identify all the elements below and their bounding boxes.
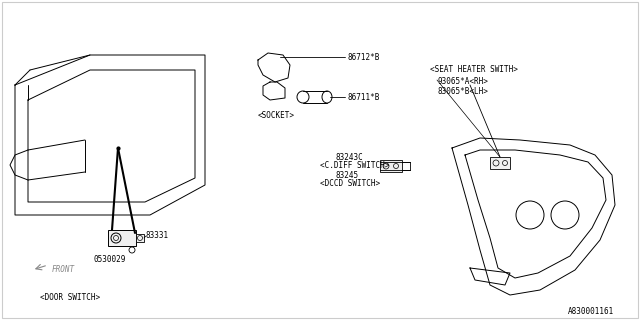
Text: <SOCKET>: <SOCKET> [258,110,295,119]
Text: 0530029: 0530029 [94,255,126,265]
Text: 83331: 83331 [146,230,169,239]
Text: 83243C: 83243C [335,153,363,162]
Bar [108,230,136,246]
Text: <SEAT HEATER SWITH>: <SEAT HEATER SWITH> [430,66,518,75]
Text: 93065*A<RH>: 93065*A<RH> [437,77,488,86]
Text: A830001161: A830001161 [568,308,614,316]
Text: 86711*B: 86711*B [347,92,380,101]
Bar [136,234,144,242]
Text: <DCCD SWITCH>: <DCCD SWITCH> [320,180,380,188]
Bar [490,157,510,169]
Text: 86712*B: 86712*B [347,52,380,61]
Text: 83065*B<LH>: 83065*B<LH> [437,87,488,97]
Text: 83245: 83245 [335,171,358,180]
Bar [380,160,402,172]
Text: FRONT: FRONT [52,266,75,275]
Text: <DOOR SWITCH>: <DOOR SWITCH> [40,293,100,302]
Text: <C.DIFF SWITCH>: <C.DIFF SWITCH> [320,161,389,170]
